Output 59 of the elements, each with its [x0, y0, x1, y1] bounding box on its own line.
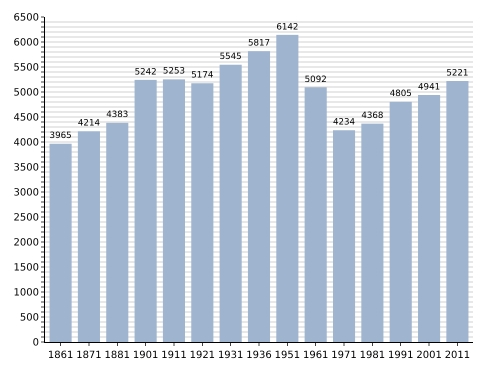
x-tick-label: 1921: [190, 350, 216, 361]
y-tick-label: 6000: [14, 38, 39, 48]
data-label: 5253: [162, 66, 186, 77]
data-label: 3965: [50, 131, 72, 142]
x-tick-label: 1871: [76, 350, 102, 361]
data-label: 4368: [361, 110, 384, 121]
bar: [191, 83, 214, 342]
y-tick-label: 5000: [14, 88, 39, 98]
x-tick-label: 2011: [444, 350, 470, 361]
data-label: 4941: [418, 82, 440, 92]
data-label: 5242: [134, 67, 157, 78]
bar: [332, 130, 356, 342]
y-tick-label: 500: [20, 312, 39, 324]
bar: [361, 124, 384, 342]
x-tick-label: 1981: [360, 350, 386, 361]
data-label: 6142: [276, 22, 298, 32]
x-tick-label: 1901: [132, 350, 158, 361]
y-tick-label: 1500: [14, 262, 39, 274]
x-tick-label: 1931: [218, 350, 244, 361]
y-tick-label: 3000: [14, 188, 39, 198]
data-label: 5545: [220, 52, 242, 62]
bar: [50, 144, 72, 342]
x-tick-label: 1971: [331, 350, 357, 361]
bar: [446, 80, 468, 342]
bar: [248, 51, 270, 342]
bar: [78, 131, 100, 342]
bar: [418, 94, 440, 342]
data-label: 4383: [106, 110, 128, 120]
data-label: 4214: [78, 118, 100, 129]
y-tick-label: 6500: [14, 12, 39, 24]
x-tick-label: 1881: [104, 350, 130, 361]
bar: [106, 122, 128, 342]
bar: [390, 102, 412, 342]
y-tick-label: 3500: [14, 162, 39, 174]
data-label: 5817: [248, 38, 270, 49]
x-tick-label: 1911: [161, 350, 187, 361]
y-tick-label: 4500: [14, 112, 39, 124]
y-tick-label: 1000: [14, 288, 39, 298]
x-tick-label: 1961: [302, 350, 328, 361]
x-tick-label: 1951: [274, 350, 300, 361]
y-tick-label: 2500: [14, 212, 39, 224]
x-tick-label: 2001: [416, 350, 442, 361]
bar: [162, 79, 186, 342]
bar: [134, 80, 157, 342]
y-tick-label: 4000: [14, 138, 39, 148]
bar: [304, 87, 327, 342]
data-label: 5221: [446, 68, 468, 78]
data-label: 4234: [332, 118, 356, 128]
bar: [220, 64, 242, 342]
data-label: 4805: [390, 89, 412, 100]
x-tick-label: 1936: [246, 350, 272, 361]
y-tick-label: 2000: [14, 238, 39, 248]
x-tick-label: 1991: [388, 350, 414, 361]
y-tick-label: 5500: [14, 62, 39, 74]
data-label: 5174: [191, 70, 214, 81]
bar: [276, 34, 298, 342]
data-label: 5092: [304, 74, 327, 85]
y-tick-label: 0: [32, 338, 39, 348]
x-tick-label: 1861: [48, 350, 74, 361]
